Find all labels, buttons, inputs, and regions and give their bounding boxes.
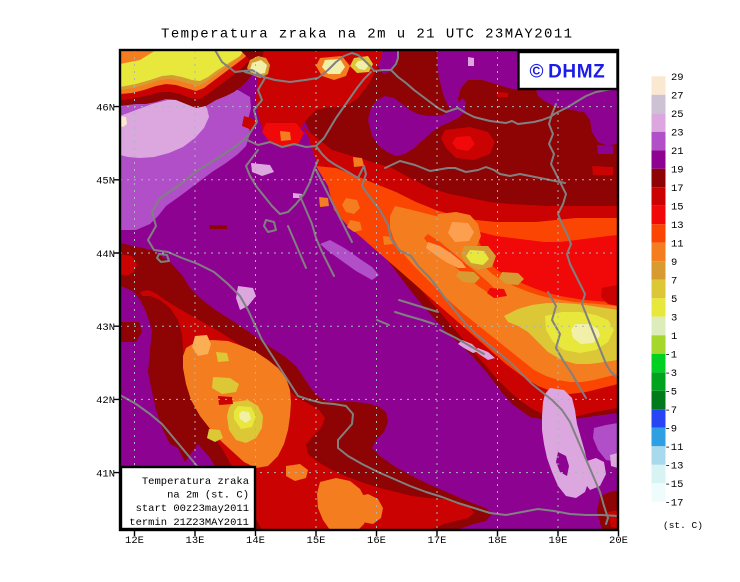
svg-text:19: 19 — [671, 165, 684, 177]
svg-text:45N: 45N — [96, 176, 115, 188]
svg-text:-9: -9 — [665, 424, 678, 436]
svg-text:na 2m (st. C): na 2m (st. C) — [167, 490, 249, 502]
svg-text:3: 3 — [671, 313, 677, 325]
svg-text:start 00z23may2011: start 00z23may2011 — [136, 503, 249, 515]
svg-text:20E: 20E — [609, 535, 628, 547]
svg-text:©DHMZ: © DHMZ — [530, 62, 606, 83]
svg-text:14E: 14E — [246, 535, 265, 547]
svg-text:42N: 42N — [96, 395, 115, 407]
svg-text:9: 9 — [671, 257, 677, 269]
svg-text:41N: 41N — [96, 468, 115, 480]
svg-text:1: 1 — [671, 331, 677, 343]
svg-text:29: 29 — [671, 72, 684, 84]
svg-text:18E: 18E — [488, 535, 507, 547]
svg-text:13: 13 — [671, 220, 684, 232]
svg-text:Temperatura zraka: Temperatura zraka — [142, 476, 249, 488]
svg-text:46N: 46N — [96, 102, 115, 114]
svg-text:-15: -15 — [665, 479, 684, 491]
svg-text:12E: 12E — [125, 535, 144, 547]
svg-text:17E: 17E — [428, 535, 447, 547]
svg-text:19E: 19E — [549, 535, 568, 547]
svg-text:27: 27 — [671, 91, 684, 103]
svg-text:21: 21 — [671, 146, 684, 158]
svg-text:-1: -1 — [665, 350, 678, 362]
svg-text:-13: -13 — [665, 461, 684, 473]
svg-text:15E: 15E — [307, 535, 326, 547]
svg-text:11: 11 — [671, 239, 684, 251]
svg-text:5: 5 — [671, 294, 677, 306]
svg-text:16E: 16E — [367, 535, 386, 547]
svg-text:43N: 43N — [96, 322, 115, 334]
svg-text:23: 23 — [671, 128, 684, 140]
svg-text:7: 7 — [671, 276, 677, 288]
svg-text:termin 21Z23MAY2011: termin 21Z23MAY2011 — [129, 517, 249, 529]
svg-text:-3: -3 — [665, 368, 678, 380]
svg-text:-7: -7 — [665, 405, 678, 417]
svg-text:-11: -11 — [665, 442, 684, 454]
svg-text:(st. C): (st. C) — [663, 520, 703, 531]
svg-text:15: 15 — [671, 202, 684, 214]
svg-text:17: 17 — [671, 183, 684, 195]
svg-text:13E: 13E — [186, 535, 205, 547]
svg-text:-17: -17 — [665, 498, 684, 510]
svg-text:Temperatura zraka na 2m u 21 U: Temperatura zraka na 2m u 21 UTC 23MAY20… — [161, 27, 574, 43]
svg-text:44N: 44N — [96, 249, 115, 261]
svg-text:25: 25 — [671, 109, 684, 121]
svg-text:-5: -5 — [665, 387, 678, 399]
